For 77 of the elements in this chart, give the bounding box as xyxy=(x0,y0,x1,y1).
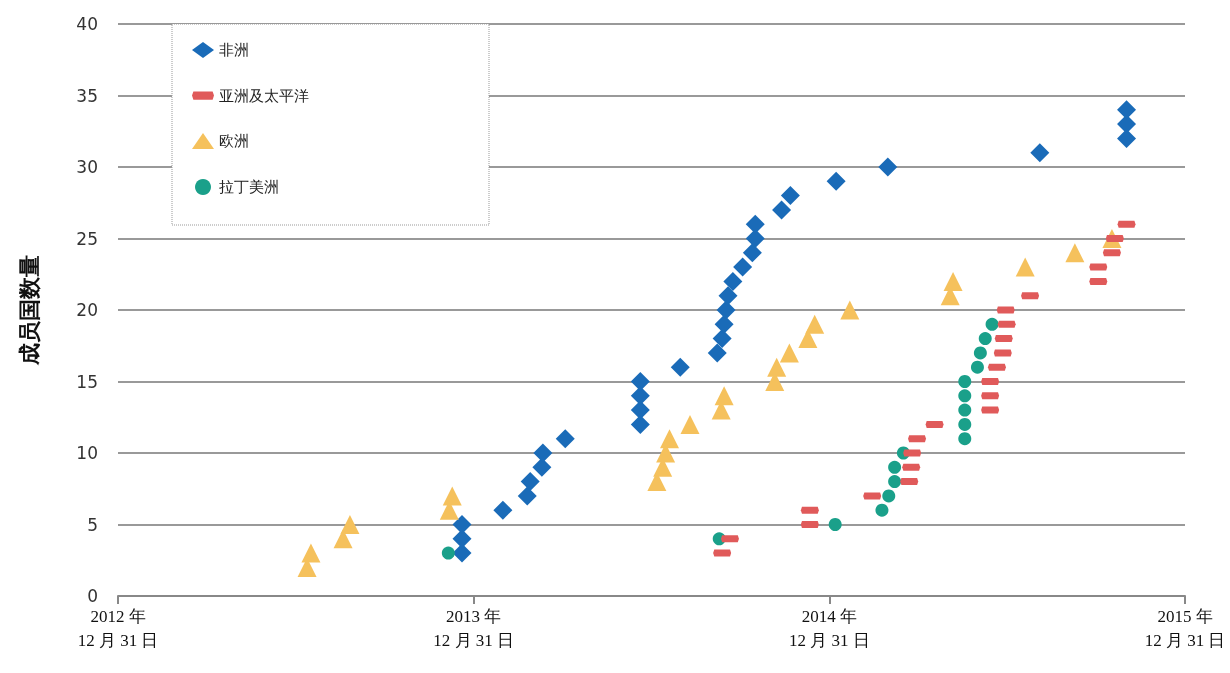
point xyxy=(985,317,999,331)
y-tick-label: 15 xyxy=(76,371,98,392)
point xyxy=(882,489,896,503)
y-tick-label: 20 xyxy=(76,300,98,320)
point xyxy=(1117,100,1137,120)
point xyxy=(742,243,762,263)
y-tick-label: 0 xyxy=(87,586,98,606)
y-tick-label: 5 xyxy=(87,514,98,535)
x-tick-label: 2013 年 12 月 31 日 xyxy=(433,606,515,650)
point xyxy=(533,443,553,463)
point xyxy=(745,229,765,248)
legend-label: 欧洲 xyxy=(219,132,249,150)
x-tick-label: 2015 年 12 月 31 日 xyxy=(1144,606,1226,650)
point xyxy=(973,346,987,360)
point xyxy=(878,157,898,177)
point xyxy=(840,300,860,320)
point xyxy=(630,400,650,420)
y-axis-title: 成员国数量 xyxy=(16,255,42,366)
point xyxy=(714,386,734,406)
y-tick-label: 35 xyxy=(76,85,98,106)
point xyxy=(716,300,736,320)
point xyxy=(707,343,727,363)
y-tick-label: 10 xyxy=(76,443,98,463)
point xyxy=(772,200,792,220)
point xyxy=(493,500,513,520)
point xyxy=(441,546,455,560)
point xyxy=(1065,243,1085,263)
point xyxy=(630,386,650,406)
point xyxy=(723,271,743,291)
point xyxy=(875,503,889,517)
point xyxy=(767,357,787,377)
point xyxy=(712,329,732,349)
point xyxy=(828,518,842,531)
point xyxy=(442,486,462,506)
point xyxy=(805,314,825,334)
legend-label: 亚洲及太平洋 xyxy=(219,86,309,105)
point xyxy=(978,332,992,346)
point xyxy=(888,460,902,474)
point xyxy=(660,429,680,449)
point xyxy=(733,257,753,277)
point xyxy=(779,343,799,363)
point xyxy=(718,286,738,306)
point xyxy=(1015,257,1035,277)
point xyxy=(630,414,650,434)
point xyxy=(970,360,984,374)
y-tick-label: 30 xyxy=(76,157,98,177)
x-tick-label: 2012 年 12 月 31 日 xyxy=(77,606,159,650)
point xyxy=(452,543,472,563)
point xyxy=(958,432,972,446)
point xyxy=(826,171,846,191)
y-tick-label: 25 xyxy=(76,228,98,249)
point xyxy=(1117,114,1137,134)
point xyxy=(340,515,360,534)
point xyxy=(888,475,902,489)
point xyxy=(1030,143,1050,163)
point xyxy=(780,186,800,206)
point xyxy=(958,403,972,417)
point xyxy=(520,472,540,492)
point xyxy=(301,543,321,563)
point xyxy=(958,417,972,431)
point xyxy=(670,357,690,377)
point xyxy=(745,214,765,234)
point xyxy=(958,375,972,388)
x-tick-label: 2014 年 12 月 31 日 xyxy=(788,606,870,650)
point xyxy=(680,414,700,434)
point xyxy=(452,515,472,534)
point xyxy=(532,457,552,477)
y-tick-label: 40 xyxy=(76,14,98,34)
point xyxy=(943,271,963,291)
legend-label: 拉丁美洲 xyxy=(219,178,279,196)
point xyxy=(630,372,650,391)
point xyxy=(555,429,575,449)
point xyxy=(714,314,734,334)
point xyxy=(958,389,972,403)
point xyxy=(517,486,537,506)
point xyxy=(452,529,472,549)
legend-label: 非洲 xyxy=(219,41,249,59)
